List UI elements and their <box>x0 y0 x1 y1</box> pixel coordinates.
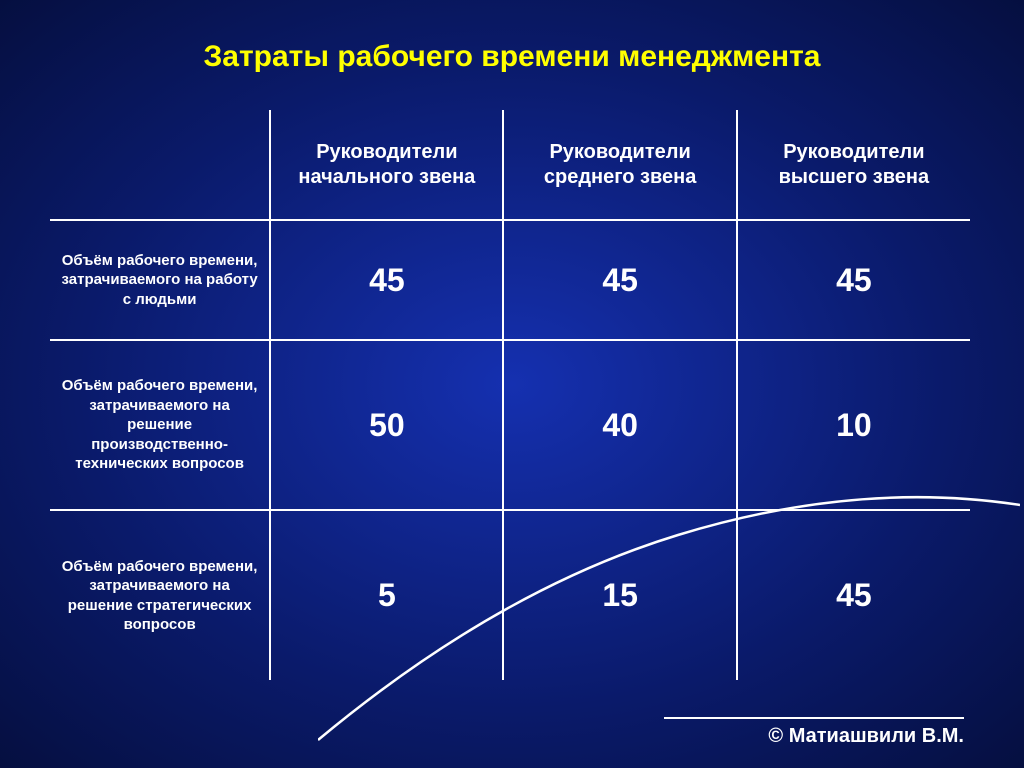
cell-0-1: 45 <box>503 220 736 340</box>
data-table-container: Руководители начального звена Руководите… <box>50 110 970 680</box>
row-label-0: Объём рабочего времени, затрачиваемого н… <box>50 220 270 340</box>
cell-0-0: 45 <box>270 220 503 340</box>
cell-2-2: 45 <box>737 510 970 680</box>
footer-text: © Матиашвили В.М. <box>768 725 964 747</box>
cell-0-2: 45 <box>737 220 970 340</box>
table-row: Объём рабочего времени, затрачиваемого н… <box>50 510 970 680</box>
data-table: Руководители начального звена Руководите… <box>50 110 970 680</box>
cell-2-1: 15 <box>503 510 736 680</box>
row-label-2: Объём рабочего времени, затрачиваемого н… <box>50 510 270 680</box>
footer-credit: © Матиашвили В.М. <box>664 717 964 748</box>
table-row: Объём рабочего времени, затрачиваемого н… <box>50 340 970 510</box>
corner-cell <box>50 110 270 220</box>
cell-1-2: 10 <box>737 340 970 510</box>
col-header-1: Руководители среднего звена <box>503 110 736 220</box>
cell-1-1: 40 <box>503 340 736 510</box>
table-row: Объём рабочего времени, затрачиваемого н… <box>50 220 970 340</box>
slide-title: Затраты рабочего времени менеджмента <box>0 0 1024 94</box>
row-label-1: Объём рабочего времени, затрачиваемого н… <box>50 340 270 510</box>
col-header-2: Руководители высшего звена <box>737 110 970 220</box>
col-header-0: Руководители начального звена <box>270 110 503 220</box>
cell-2-0: 5 <box>270 510 503 680</box>
cell-1-0: 50 <box>270 340 503 510</box>
header-row: Руководители начального звена Руководите… <box>50 110 970 220</box>
